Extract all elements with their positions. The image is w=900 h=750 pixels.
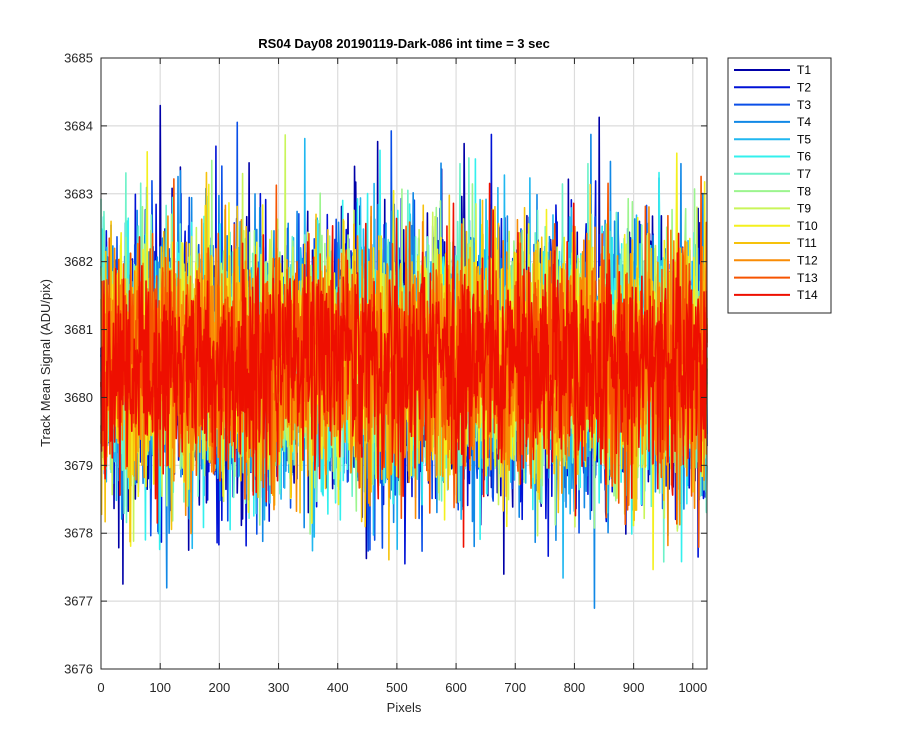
legend-label-t10: T10 (797, 219, 818, 233)
legend: T1 T2 T3 T4 T5 T6 T7 T8 T9 T10 T11 T12 T13 T14 (727, 57, 832, 314)
x-tick-label: 500 (386, 680, 408, 695)
y-tick-label: 3684 (64, 118, 93, 133)
legend-label-t8: T8 (797, 184, 811, 198)
legend-label-t9: T9 (797, 202, 811, 216)
legend-label-t13: T13 (797, 271, 818, 285)
x-tick-label: 0 (97, 680, 104, 695)
x-tick-label: 800 (564, 680, 586, 695)
legend-label-t4: T4 (797, 115, 811, 129)
x-tick-label: 200 (209, 680, 231, 695)
axis-ticks: 0 100 200 300 400 500 600 700 800 900 1000 3676 3677… (64, 51, 707, 696)
legend-label-t11: T11 (797, 236, 817, 250)
y-tick-label: 3683 (64, 186, 93, 201)
y-tick-label: 3677 (64, 594, 93, 609)
legend-label-t1: T1 (797, 63, 811, 77)
legend-label-t6: T6 (797, 150, 811, 164)
y-tick-label: 3680 (64, 390, 93, 405)
x-tick-label: 600 (445, 680, 467, 695)
y-tick-label: 3678 (64, 526, 93, 541)
x-tick-label: 400 (327, 680, 349, 695)
x-tick-label: 100 (149, 680, 171, 695)
y-tick-label: 3682 (64, 254, 93, 269)
chart-title: RS04 Day08 20190119-Dark-086 int time = … (258, 36, 550, 51)
y-tick-label: 3679 (64, 458, 93, 473)
legend-label-t5: T5 (797, 132, 811, 146)
legend-box (727, 57, 832, 314)
x-axis-label: Pixels (387, 700, 422, 715)
y-tick-label: 3685 (64, 51, 93, 66)
x-tick-label: 1000 (678, 680, 707, 695)
y-axis-label: Track Mean Signal (ADU/pix) (38, 279, 53, 447)
series-line-t14 (100, 182, 708, 548)
legend-label-t3: T3 (797, 98, 811, 112)
series-lines (100, 104, 708, 609)
legend-label-t7: T7 (797, 167, 811, 181)
y-tick-label: 3681 (64, 322, 93, 337)
legend-label-t12: T12 (797, 254, 818, 268)
x-tick-label: 300 (268, 680, 290, 695)
x-tick-label: 700 (504, 680, 526, 695)
plot-frame (100, 57, 708, 670)
y-tick-label: 3676 (64, 662, 93, 677)
legend-label-t2: T2 (797, 81, 811, 95)
x-tick-label: 900 (623, 680, 645, 695)
legend-label-t14: T14 (797, 288, 818, 302)
